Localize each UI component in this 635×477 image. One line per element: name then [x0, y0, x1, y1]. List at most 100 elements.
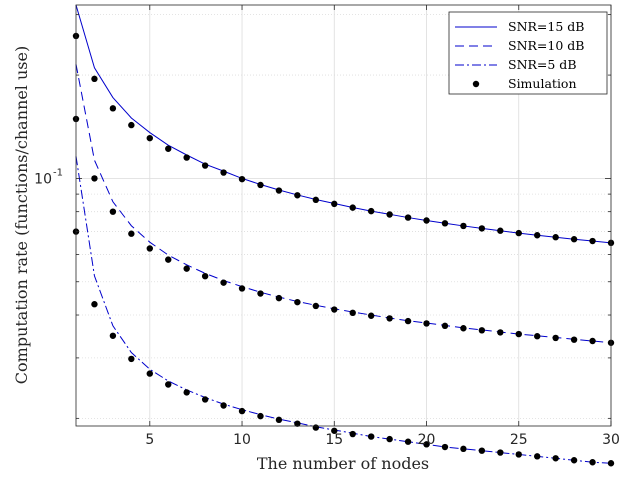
simulation-point	[349, 204, 356, 211]
legend-box	[448, 11, 608, 95]
legend-label-simulation: Simulation	[508, 76, 577, 91]
simulation-point	[570, 457, 578, 464]
simulation-point	[91, 175, 98, 182]
simulation-point	[441, 322, 449, 330]
simulation-point	[460, 445, 467, 453]
legend-label-snr15: SNR=15 dB	[508, 19, 584, 34]
simulation-point	[589, 459, 596, 466]
legend-label-snr5: SNR=5 dB	[508, 57, 577, 72]
simulation-point	[146, 245, 153, 252]
simulation-point	[109, 208, 117, 215]
simulation-point	[128, 230, 135, 237]
simulation-point	[165, 256, 172, 263]
simulation-point	[349, 430, 356, 438]
simulation-point	[589, 337, 596, 345]
simulation-point	[497, 227, 504, 234]
plot-frame	[75, 4, 612, 427]
x-axis-label: The number of nodes	[257, 454, 429, 473]
legend: SNR=15 dB SNR=10 dB SNR=5 dB Simulation	[448, 11, 608, 95]
simulation-point	[534, 333, 541, 340]
simulation-point	[294, 420, 301, 427]
simulation-point	[441, 220, 449, 227]
simulation-point	[460, 325, 467, 332]
simulation-point	[534, 453, 541, 460]
simulation-point	[331, 200, 338, 208]
simulation-point	[165, 381, 172, 388]
simulation-point	[257, 290, 264, 297]
x-tick-label: 15	[325, 432, 343, 448]
simulation-point	[460, 222, 467, 230]
simulation-point	[570, 336, 578, 343]
simulation-point	[367, 433, 375, 440]
x-tick-label: 10	[233, 432, 251, 448]
simulation-point	[404, 317, 412, 325]
simulation-point	[367, 312, 375, 319]
y-axis-label: Computation rate (functions/channel use)	[12, 46, 31, 384]
simulation-point	[423, 441, 430, 448]
simulation-point	[165, 145, 172, 152]
simulation-point	[331, 306, 338, 313]
simulation-point	[386, 211, 393, 218]
simulation-point	[331, 427, 338, 434]
simulation-point	[238, 285, 246, 292]
simulation-point	[238, 407, 246, 415]
x-tick-label: 25	[510, 432, 528, 448]
simulation-point	[109, 105, 117, 112]
series-line-snr10	[75, 64, 612, 344]
simulation-point	[552, 455, 559, 462]
simulation-point	[220, 169, 227, 176]
simulation-point	[478, 225, 486, 232]
simulation-point	[552, 334, 559, 342]
simulation-point	[128, 355, 135, 363]
simulation-point	[312, 302, 320, 310]
simulation-point	[386, 435, 393, 443]
simulation-point	[386, 315, 393, 322]
grid-layer	[76, 5, 612, 426]
simulation-point	[238, 175, 246, 183]
x-tick-label: 30	[602, 432, 620, 448]
simulation-point	[183, 154, 190, 161]
legend-label-snr10: SNR=10 dB	[508, 38, 584, 53]
simulation-point	[497, 449, 504, 456]
x-tick-label: 5	[145, 432, 154, 448]
simulation-point	[257, 412, 264, 420]
simulation-point	[275, 187, 283, 194]
simulation-point	[589, 237, 596, 245]
simulation-point	[201, 272, 209, 280]
simulation-point	[367, 207, 375, 215]
simulation-point	[183, 389, 190, 396]
simulation-point	[607, 460, 615, 467]
simulation-point	[423, 217, 430, 224]
simulation-point	[570, 236, 578, 243]
simulation-point	[294, 192, 301, 199]
simulation-point	[91, 75, 98, 83]
simulation-point	[91, 301, 98, 308]
simulation-point	[220, 402, 227, 409]
simulation-point	[201, 396, 209, 403]
simulation-point	[515, 330, 522, 338]
legend-swatch-simulation	[472, 80, 480, 88]
simulation-point	[534, 232, 541, 239]
simulation-point	[146, 370, 153, 377]
simulation-point	[312, 196, 320, 204]
simulation-point	[257, 181, 264, 189]
simulation-point	[183, 265, 190, 272]
simulation-point	[220, 279, 227, 286]
simulation-point	[552, 234, 559, 241]
simulation-point	[128, 121, 135, 129]
simulation-point	[312, 424, 320, 431]
y-tick-label: 10	[34, 171, 52, 187]
simulation-point	[275, 416, 283, 424]
simulation-point	[109, 332, 117, 339]
simulation-point	[423, 320, 430, 327]
simulation-point	[478, 327, 486, 334]
simulation-point	[294, 298, 301, 306]
simulation-point	[146, 134, 153, 142]
marker-layer	[72, 32, 615, 467]
simulation-point	[404, 214, 412, 221]
y-tick-exponent: -1	[53, 167, 63, 178]
simulation-point	[441, 443, 449, 451]
simulation-point	[515, 229, 522, 237]
